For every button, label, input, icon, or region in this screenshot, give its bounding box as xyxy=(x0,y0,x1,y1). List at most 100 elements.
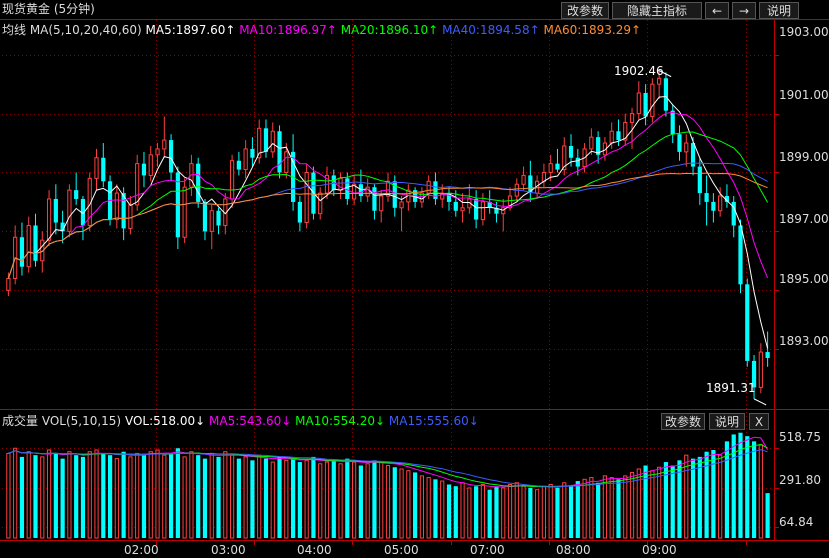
volume-bar xyxy=(101,453,106,538)
volume-bar xyxy=(352,461,357,539)
candle-body xyxy=(657,77,662,85)
volume-bar xyxy=(196,455,201,538)
volume-bar xyxy=(596,482,601,538)
price-label: 1901.00 xyxy=(779,88,829,102)
volume-bar xyxy=(53,453,58,538)
candle-body xyxy=(636,92,641,115)
price-label: 1895.00 xyxy=(779,272,829,286)
volume-bar xyxy=(365,463,370,539)
vol-close-button[interactable]: X xyxy=(749,413,769,430)
volume-bar xyxy=(121,451,126,538)
volume-bar xyxy=(718,454,723,539)
candle-body xyxy=(304,171,309,224)
candle-body xyxy=(162,139,167,150)
candle-body xyxy=(718,195,723,212)
scroll-left-button[interactable]: ← xyxy=(705,2,729,19)
candle-body xyxy=(277,131,282,173)
volume-bar xyxy=(663,462,669,538)
time-label: 03:00 xyxy=(211,543,246,557)
candle-body xyxy=(507,195,513,209)
candle-body xyxy=(738,225,743,285)
volume-bar xyxy=(94,449,99,539)
candle-body xyxy=(751,360,757,388)
volume-bar xyxy=(507,484,513,539)
candle-body xyxy=(575,157,580,167)
candle-body xyxy=(677,134,682,152)
vol-params-button[interactable]: 改参数 xyxy=(661,413,705,430)
volume-bar xyxy=(623,475,628,539)
volume-label: 518.75 xyxy=(779,430,821,444)
volume-bar xyxy=(304,459,309,539)
candle-body xyxy=(114,192,119,221)
params-button[interactable]: 改参数 xyxy=(561,2,609,19)
volume-bar xyxy=(643,465,648,538)
candle-body xyxy=(609,130,614,144)
volume-bar xyxy=(155,449,160,539)
volume-bar xyxy=(758,444,763,539)
volume-bar xyxy=(175,448,180,538)
candle-body xyxy=(480,201,486,221)
scroll-right-button[interactable]: → xyxy=(732,2,756,19)
candle-body xyxy=(182,186,187,238)
volume-bar xyxy=(745,436,750,538)
volume-bar xyxy=(480,484,486,539)
volume-bar xyxy=(616,479,621,538)
candle-body xyxy=(60,222,65,232)
volume-bar xyxy=(582,478,587,539)
volume-bar xyxy=(548,484,553,539)
vol-ma15-value: MA15:555.60↓ xyxy=(388,414,479,428)
volume-bar xyxy=(148,451,153,539)
volume-bar xyxy=(243,456,248,539)
high-marker xyxy=(658,70,672,78)
candle-body xyxy=(94,157,99,179)
candle-body xyxy=(440,192,445,200)
help-button[interactable]: 说明 xyxy=(759,2,799,19)
volume-bar xyxy=(487,489,492,538)
volume-bar xyxy=(19,456,25,538)
volume-bar xyxy=(399,468,404,539)
volume-bar xyxy=(589,477,594,539)
volume-bar xyxy=(107,455,113,538)
time-label: 07:00 xyxy=(470,543,505,557)
volume-bar xyxy=(541,485,547,539)
volume-bar xyxy=(426,477,431,539)
vol-help-button[interactable]: 说明 xyxy=(709,413,745,430)
volume-bar xyxy=(751,441,757,538)
candle-body xyxy=(155,148,160,156)
volume-bar xyxy=(141,455,147,538)
volume-bar xyxy=(467,487,472,539)
volume-bar xyxy=(263,458,269,538)
volume-bar xyxy=(392,467,397,538)
price-label: 1897.00 xyxy=(779,212,829,226)
volume-bar xyxy=(568,486,574,538)
candle-body xyxy=(629,113,635,123)
volume-bar xyxy=(704,451,709,538)
candle-body xyxy=(426,180,431,194)
candle-body xyxy=(731,201,736,226)
volume-bar xyxy=(535,489,540,539)
volume-bar xyxy=(670,465,675,538)
hide-indicator-button[interactable]: 隐藏主指标 xyxy=(612,2,702,19)
candle-body xyxy=(365,186,370,197)
price-label: 1899.00 xyxy=(779,150,829,164)
candle-body xyxy=(216,210,221,226)
volume-bar xyxy=(345,458,350,538)
volume-bar xyxy=(494,486,499,538)
candle-body xyxy=(202,201,208,232)
candle-body xyxy=(358,184,363,197)
candle-body xyxy=(684,142,689,153)
volume-bar xyxy=(13,447,18,539)
volume-bar xyxy=(80,456,86,538)
price-label: 1893.00 xyxy=(779,334,829,348)
ma40-value: MA40:1894.58↑ xyxy=(442,23,540,37)
candle-body xyxy=(236,160,241,170)
candle-body xyxy=(257,127,262,159)
vol-ma5-line xyxy=(8,436,769,488)
low-marker xyxy=(753,398,767,406)
ma20-value: MA20:1896.10↑ xyxy=(340,23,439,37)
candle-body xyxy=(745,284,750,361)
volume-bar xyxy=(657,466,662,539)
candle-body xyxy=(6,277,11,291)
volume-bar xyxy=(501,487,506,539)
ma5-line xyxy=(7,95,769,349)
